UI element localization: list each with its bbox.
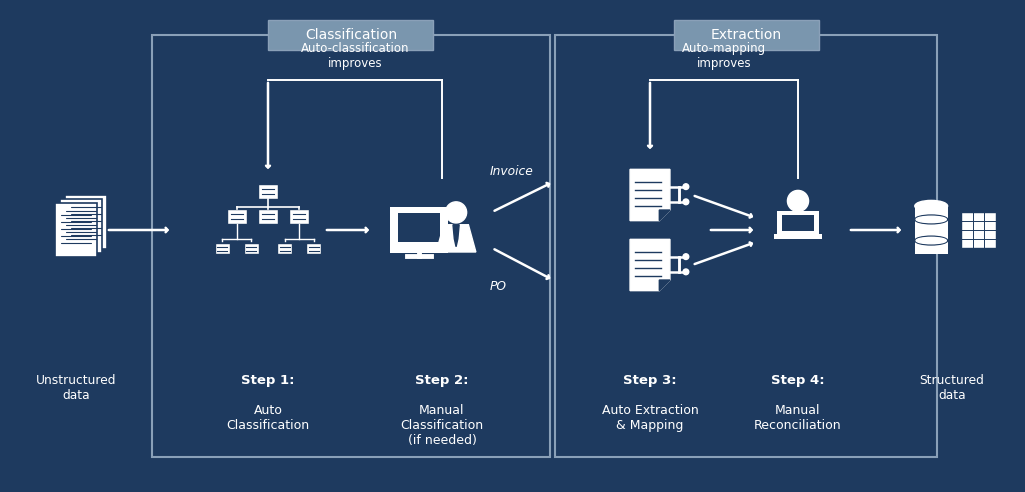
Polygon shape [783, 213, 814, 226]
Polygon shape [437, 225, 476, 252]
FancyBboxPatch shape [398, 213, 441, 242]
Text: Extraction: Extraction [710, 28, 781, 42]
FancyBboxPatch shape [244, 243, 259, 254]
Text: Step 3:: Step 3: [623, 374, 676, 387]
Circle shape [683, 254, 689, 259]
FancyBboxPatch shape [777, 211, 819, 235]
Text: Structured
data: Structured data [919, 374, 984, 402]
Text: Step 1:: Step 1: [241, 374, 295, 387]
Text: Manual
Reconciliation: Manual Reconciliation [754, 404, 842, 432]
Polygon shape [659, 210, 670, 220]
Circle shape [683, 199, 689, 205]
Ellipse shape [914, 215, 947, 224]
Text: Manual
Classification
(if needed): Manual Classification (if needed) [401, 404, 484, 447]
FancyBboxPatch shape [289, 209, 310, 224]
FancyBboxPatch shape [914, 206, 947, 254]
Ellipse shape [916, 216, 946, 223]
Circle shape [446, 202, 466, 223]
FancyBboxPatch shape [65, 195, 107, 249]
Text: Auto Extraction
& Mapping: Auto Extraction & Mapping [602, 404, 698, 432]
Text: Auto-classification
improves: Auto-classification improves [300, 42, 409, 70]
Text: Step 2:: Step 2: [415, 374, 468, 387]
Circle shape [683, 269, 689, 275]
Ellipse shape [914, 236, 947, 245]
Polygon shape [659, 280, 670, 291]
Circle shape [683, 184, 689, 189]
FancyBboxPatch shape [214, 243, 230, 254]
Polygon shape [630, 169, 670, 220]
Text: Unstructured
data: Unstructured data [36, 374, 116, 402]
FancyBboxPatch shape [258, 184, 278, 199]
Text: Classification: Classification [305, 28, 397, 42]
Circle shape [793, 218, 803, 227]
Ellipse shape [916, 237, 946, 244]
FancyBboxPatch shape [269, 20, 434, 50]
Text: Auto-mapping
improves: Auto-mapping improves [682, 42, 766, 70]
Polygon shape [630, 239, 670, 291]
FancyBboxPatch shape [277, 243, 292, 254]
FancyBboxPatch shape [227, 209, 247, 224]
FancyBboxPatch shape [258, 209, 278, 224]
Text: Step 4:: Step 4: [771, 374, 825, 387]
FancyBboxPatch shape [390, 207, 448, 253]
FancyBboxPatch shape [774, 234, 822, 239]
FancyBboxPatch shape [960, 213, 996, 247]
Text: PO: PO [490, 280, 507, 293]
Text: Invoice: Invoice [490, 165, 534, 178]
FancyBboxPatch shape [782, 215, 814, 231]
Ellipse shape [914, 200, 947, 212]
FancyBboxPatch shape [305, 243, 321, 254]
FancyBboxPatch shape [55, 203, 97, 257]
FancyBboxPatch shape [60, 199, 102, 253]
Polygon shape [453, 225, 459, 246]
Circle shape [787, 190, 809, 212]
Text: Auto
Classification: Auto Classification [227, 404, 310, 432]
FancyBboxPatch shape [673, 20, 819, 50]
